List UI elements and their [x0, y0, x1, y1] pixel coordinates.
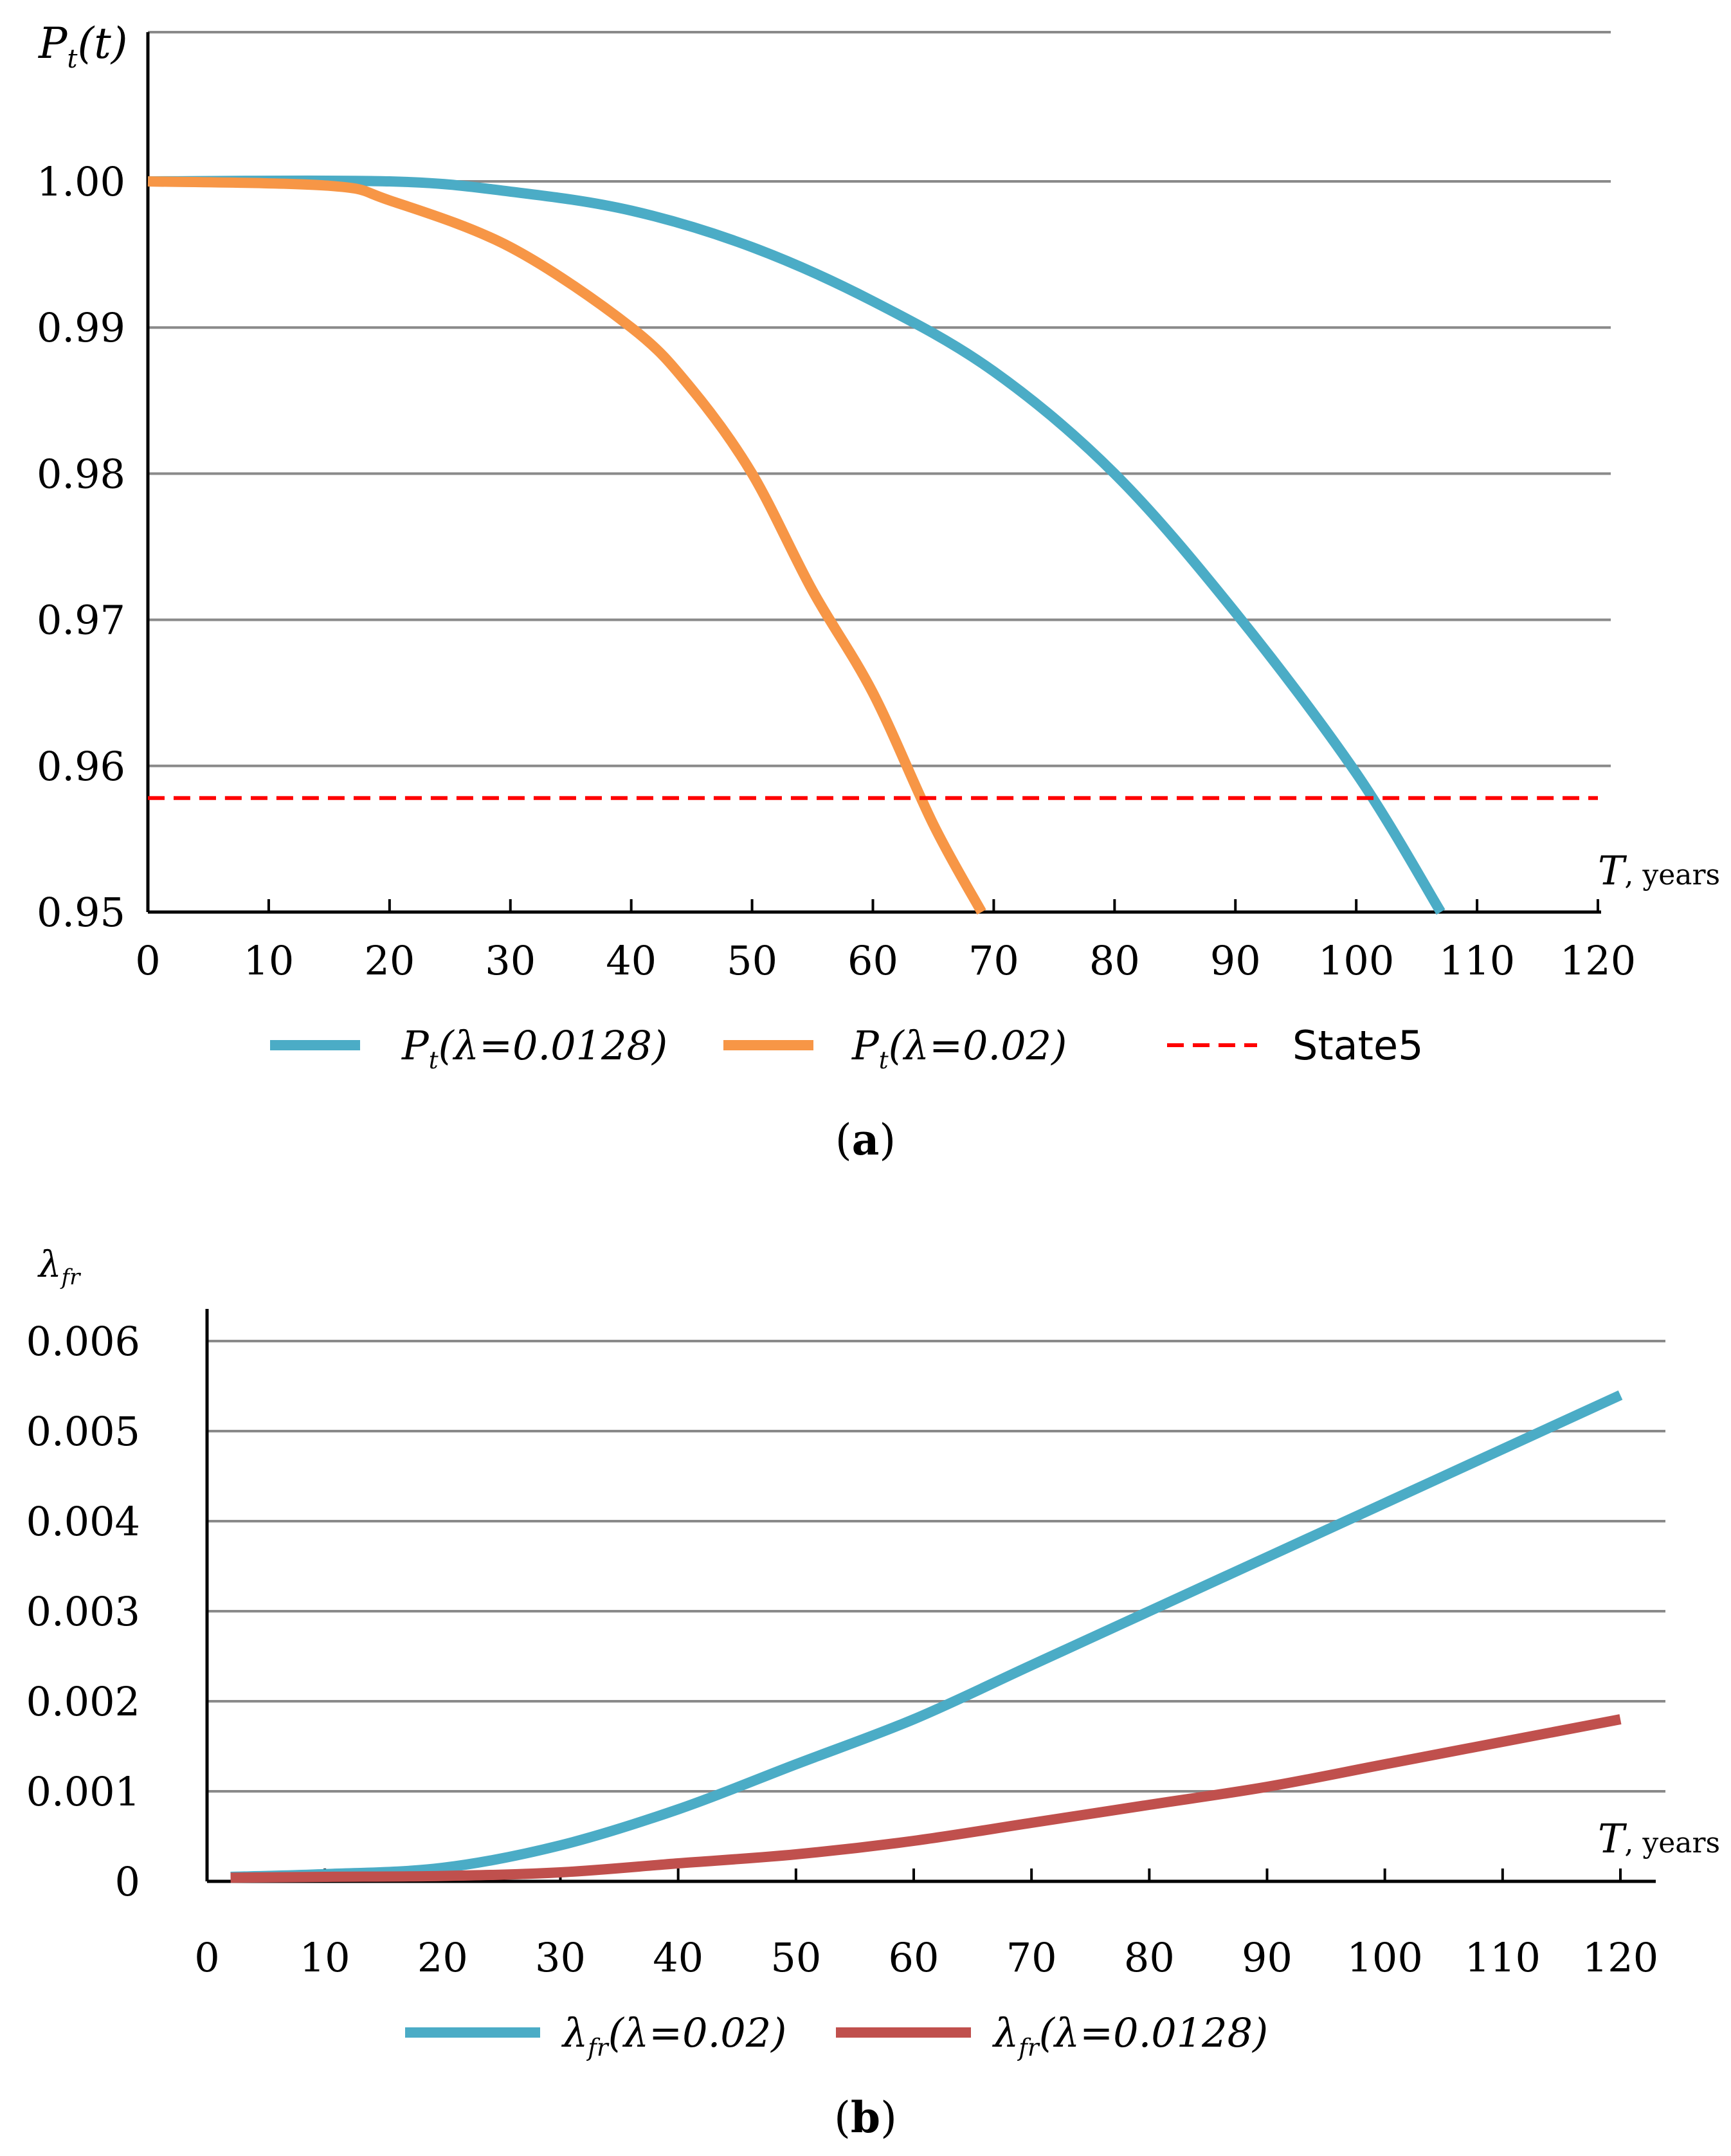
x-tick-label: 110 [1439, 937, 1515, 984]
x-tick-label: 60 [889, 1934, 939, 1981]
x-tick-label: 50 [770, 1934, 821, 1981]
series-line-2 [230, 1714, 1622, 1883]
x-tick-label: 60 [847, 937, 898, 984]
x-tick-label: 30 [535, 1934, 586, 1981]
x-axis-title: T, years [1598, 1815, 1720, 1862]
x-tick-label: 110 [1465, 1934, 1541, 1981]
x-tick-label: 0 [194, 1934, 219, 1981]
x-tick-label: 80 [1124, 1934, 1175, 1981]
x-tick-label: 80 [1089, 937, 1140, 984]
x-tick-label: 20 [417, 1934, 468, 1981]
series-line-1 [230, 1390, 1623, 1882]
legend-label-1: λfr(λ=0.02) [561, 2009, 786, 2061]
x-tick-label: 20 [364, 937, 415, 984]
legend-label-3: State5 [1292, 1022, 1424, 1069]
y-tick-label: 0.97 [37, 597, 125, 644]
y-tick-label: 0.004 [26, 1498, 141, 1545]
panel-label: (a) [835, 1115, 896, 1165]
legend-label-1: Pt(λ=0.0128) [401, 1022, 667, 1074]
x-tick-label: 40 [606, 937, 657, 984]
x-tick-label: 10 [300, 1934, 350, 1981]
y-tick-label: 0.98 [37, 450, 125, 497]
y-axis-title: λfr [37, 1244, 81, 1290]
x-tick-label: 90 [1210, 937, 1261, 984]
y-tick-label: 0 [115, 1858, 140, 1905]
panel-a-chart: 0 10 20 30 40 50 60 70 80 90 100 110 120 0.95 0.96 0.97… [37, 19, 1720, 1165]
x-tick-label: 100 [1346, 1934, 1422, 1981]
x-tick-label: 100 [1318, 937, 1394, 984]
x-tick-label: 40 [653, 1934, 703, 1981]
y-tick-label: 0.99 [37, 304, 125, 351]
x-tick-label: 50 [727, 937, 777, 984]
y-axis-title: Pt(t) [38, 19, 128, 74]
legend-label-2: λfr(λ=0.0128) [992, 2009, 1268, 2061]
y-tick-label: 0.96 [37, 743, 125, 790]
y-tick-label: 1.00 [37, 158, 125, 205]
y-tick-label: 0.001 [26, 1768, 141, 1815]
y-tick-label: 0.006 [26, 1318, 141, 1365]
y-tick-label: 0.003 [26, 1588, 141, 1635]
x-tick-label: 70 [1006, 1934, 1057, 1981]
panel-b-chart: 0 10 20 30 40 50 60 70 80 90 100 110 120 0 0.001 0.002 0… [26, 1244, 1721, 2142]
y-tick-label: 0.002 [26, 1678, 141, 1725]
x-tick-label: 70 [968, 937, 1019, 984]
y-tick-label: 0.005 [26, 1408, 141, 1455]
x-tick-label: 120 [1560, 937, 1636, 984]
x-tick-label: 0 [135, 937, 160, 984]
legend-label-2: Pt(λ=0.02) [851, 1022, 1067, 1074]
x-tick-label: 30 [485, 937, 536, 984]
x-tick-label: 90 [1242, 1934, 1292, 1981]
series-line-2 [147, 176, 986, 915]
x-axis-title: T, years [1598, 847, 1720, 894]
y-tick-label: 0.95 [37, 889, 125, 936]
x-tick-label: 120 [1582, 1934, 1658, 1981]
series-line-1 [147, 175, 1446, 915]
panel-label: (b) [834, 2092, 897, 2142]
x-tick-label: 10 [243, 937, 294, 984]
